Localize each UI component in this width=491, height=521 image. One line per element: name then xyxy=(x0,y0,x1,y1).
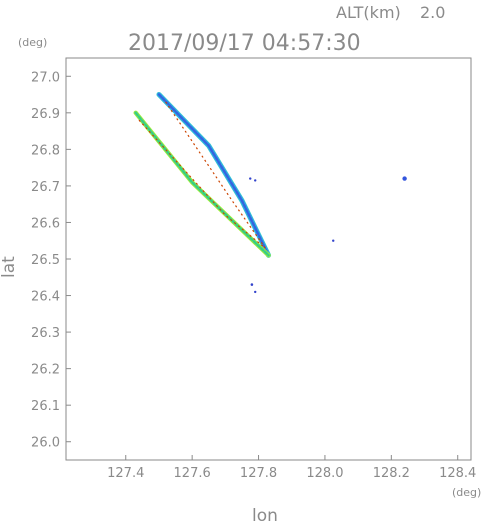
x-tick-label-4: 128.2 xyxy=(373,466,410,481)
y-tick-label-10: 27.0 xyxy=(31,70,60,85)
edge-2 xyxy=(165,101,266,249)
y-tick-label-5: 26.5 xyxy=(31,253,60,268)
y-tick-label-0: 26.0 xyxy=(31,436,60,451)
y-tick-label-6: 26.6 xyxy=(31,216,60,231)
x-tick-label-3: 128.0 xyxy=(306,466,343,481)
echo-blob-3 xyxy=(332,239,335,242)
x-tick-label-0: 127.4 xyxy=(107,466,144,481)
streak-0-band-0 xyxy=(156,91,272,258)
echo-blob-1 xyxy=(250,283,254,286)
echo-blob-0 xyxy=(402,176,407,181)
y-tick-label-9: 26.9 xyxy=(31,107,60,122)
echo-blob-5 xyxy=(254,179,257,182)
y-tick-label-7: 26.7 xyxy=(31,180,60,195)
x-axis: 127.4 127.6 127.8 128.0 128.2 128.4 xyxy=(107,455,476,481)
x-tick-label-2: 127.8 xyxy=(240,466,277,481)
altitude-label: ALT(km) xyxy=(336,3,401,22)
x-axis-unit: (deg) xyxy=(452,486,481,499)
data-marks xyxy=(133,91,407,294)
plot-area xyxy=(65,57,472,461)
x-tick-label-1: 127.6 xyxy=(174,466,211,481)
streak-0-band-2 xyxy=(157,93,270,257)
x-tick-label-5: 128.4 xyxy=(439,466,476,481)
y-tick-label-8: 26.8 xyxy=(31,143,60,158)
streak-1-band-0 xyxy=(133,110,271,258)
x-axis-label: lon xyxy=(252,506,278,521)
streak-1-band-2 xyxy=(134,111,270,257)
y-axis-unit: (deg) xyxy=(18,36,47,49)
y-tick-label-1: 26.1 xyxy=(31,399,60,414)
y-tick-label-4: 26.4 xyxy=(31,290,60,305)
echo-blob-2 xyxy=(254,290,257,294)
y-axis-label: lat xyxy=(0,256,19,278)
y-tick-label-3: 26.3 xyxy=(31,326,60,341)
altitude-value: 2.0 xyxy=(420,3,445,22)
y-tick-label-2: 26.2 xyxy=(31,363,60,378)
chart-title: 2017/09/17 04:57:30 xyxy=(128,31,361,56)
echo-blob-4 xyxy=(249,177,252,180)
streak-0-band-1 xyxy=(157,92,271,258)
y-axis: 26.0 26.1 26.2 26.3 26.4 26.5 26.6 26.7 26.8 26.9… xyxy=(31,70,71,451)
